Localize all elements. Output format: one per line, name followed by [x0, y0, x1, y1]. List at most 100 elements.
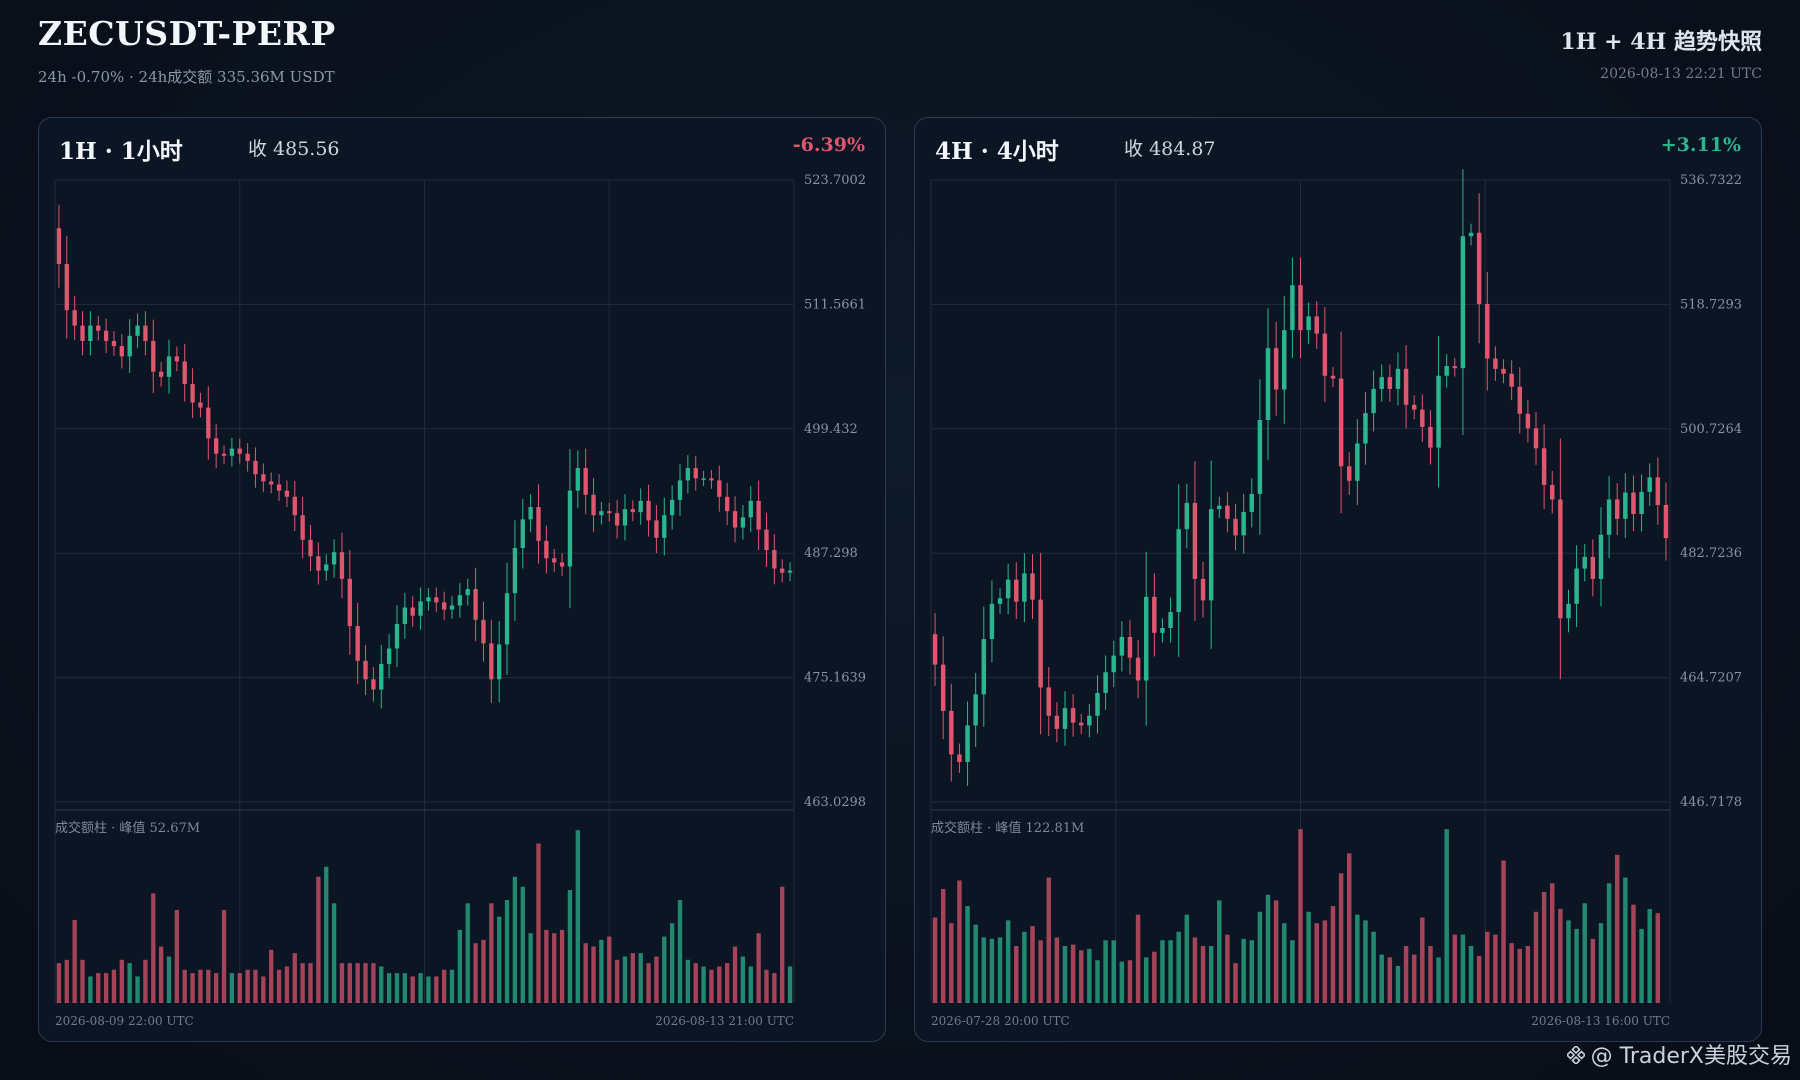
volume-bar	[1022, 931, 1027, 1003]
volume-bar	[1468, 946, 1474, 1003]
change-percent: -6.39%	[792, 134, 865, 156]
candle-body	[481, 619, 486, 644]
candle-body	[1623, 492, 1628, 519]
volume-bar	[1217, 900, 1222, 1003]
volume-bar	[1606, 883, 1612, 1003]
volume-bar	[1298, 829, 1303, 1003]
volume-bar	[1509, 943, 1514, 1003]
volume-bar	[772, 973, 777, 1003]
candle-body	[1663, 504, 1669, 539]
volume-bar	[1541, 891, 1547, 1003]
candle-body	[764, 529, 769, 551]
candle-body	[1355, 443, 1360, 481]
volume-bar	[1598, 923, 1604, 1003]
volume-bar	[607, 936, 612, 1003]
volume-label: 成交额柱 · 峰值 52.67M	[55, 820, 200, 836]
volume-bar	[300, 963, 305, 1003]
candle-body	[1428, 426, 1433, 448]
candle-body	[1030, 573, 1035, 600]
candle-body	[965, 725, 970, 763]
volume-bar	[1103, 940, 1108, 1003]
volume-bar	[206, 969, 211, 1003]
volume-bar	[151, 893, 156, 1003]
candle-body	[1070, 708, 1076, 723]
volume-bar	[662, 936, 667, 1003]
y-tick-label: 475.1639	[804, 671, 866, 686]
candle-body	[1168, 612, 1173, 628]
candle-body	[331, 552, 337, 565]
candle-body	[489, 643, 494, 680]
volume-bar	[119, 959, 124, 1003]
x-end-label: 2026-08-13 21:00 UTC	[655, 1014, 794, 1028]
candle-body	[1452, 366, 1458, 369]
candle-body	[1346, 466, 1352, 481]
volume-bar	[1030, 926, 1035, 1003]
y-tick-label: 482.7236	[1680, 546, 1742, 561]
candle-body	[1265, 348, 1271, 420]
volume-bar	[284, 966, 290, 1003]
volume-bar	[1192, 937, 1198, 1003]
candle-body	[732, 511, 738, 528]
candle-body	[559, 562, 565, 567]
volume-bar	[591, 946, 596, 1003]
close-price-label: 收 484.87	[1124, 138, 1216, 160]
candle-body	[614, 513, 620, 526]
candle-body	[701, 478, 706, 480]
candle-body	[1046, 687, 1051, 716]
volume-bar	[638, 953, 643, 1003]
candle-body	[1558, 499, 1563, 619]
candle-body	[1606, 499, 1612, 535]
volume-bar	[347, 963, 352, 1003]
volume-bar	[394, 973, 400, 1003]
volume-bar	[1111, 940, 1116, 1003]
panel-header: 1H · 1小时 收 485.56 -6.39%	[59, 132, 865, 165]
volume-bar	[1322, 920, 1328, 1003]
volume-bar	[127, 963, 132, 1003]
candle-body	[1460, 236, 1466, 369]
candle-body	[1468, 232, 1474, 237]
volume-bar	[363, 963, 368, 1003]
volume-bar	[1160, 940, 1165, 1003]
volume-bar	[1062, 946, 1068, 1003]
candle-body	[410, 607, 415, 616]
candle-body	[355, 625, 360, 661]
candle-body	[324, 564, 329, 571]
candle-body	[1290, 285, 1295, 331]
candle-body	[1282, 330, 1287, 390]
candle-body	[940, 664, 946, 711]
candle-body	[1192, 502, 1198, 579]
volume-bar	[190, 973, 195, 1003]
volume-bar	[1168, 940, 1173, 1003]
candle-body	[630, 509, 635, 513]
volume-bar	[158, 946, 164, 1003]
candle-body	[1249, 493, 1255, 512]
volume-bar	[949, 923, 954, 1003]
candle-body	[190, 384, 195, 403]
volume-bar	[1485, 931, 1490, 1003]
volume-bar	[237, 973, 242, 1003]
volume-bar	[1379, 954, 1384, 1003]
volume-bar	[1395, 965, 1401, 1003]
volume-bar	[1566, 920, 1571, 1003]
volume-bar	[1306, 911, 1311, 1003]
snapshot-timestamp: 2026-08-13 22:21 UTC	[1600, 66, 1762, 82]
volume-bar	[489, 903, 494, 1003]
volume-bar	[96, 973, 101, 1003]
candle-body	[1639, 491, 1644, 514]
candle-body	[80, 325, 85, 341]
volume-bar	[654, 956, 659, 1003]
candle-body	[1217, 505, 1222, 510]
candle-body	[1338, 378, 1344, 467]
volume-bar	[1614, 854, 1620, 1003]
candle-body	[394, 623, 400, 649]
volume-bar	[1452, 934, 1458, 1003]
volume-bar	[575, 830, 580, 1003]
volume-bar	[1639, 928, 1644, 1003]
volume-bar	[214, 973, 219, 1003]
volume-bar	[292, 953, 297, 1003]
candle-body	[1135, 657, 1141, 681]
candle-body	[1541, 448, 1547, 485]
candle-body	[64, 264, 69, 311]
volume-bar	[1314, 923, 1319, 1003]
candle-body	[1054, 715, 1060, 729]
